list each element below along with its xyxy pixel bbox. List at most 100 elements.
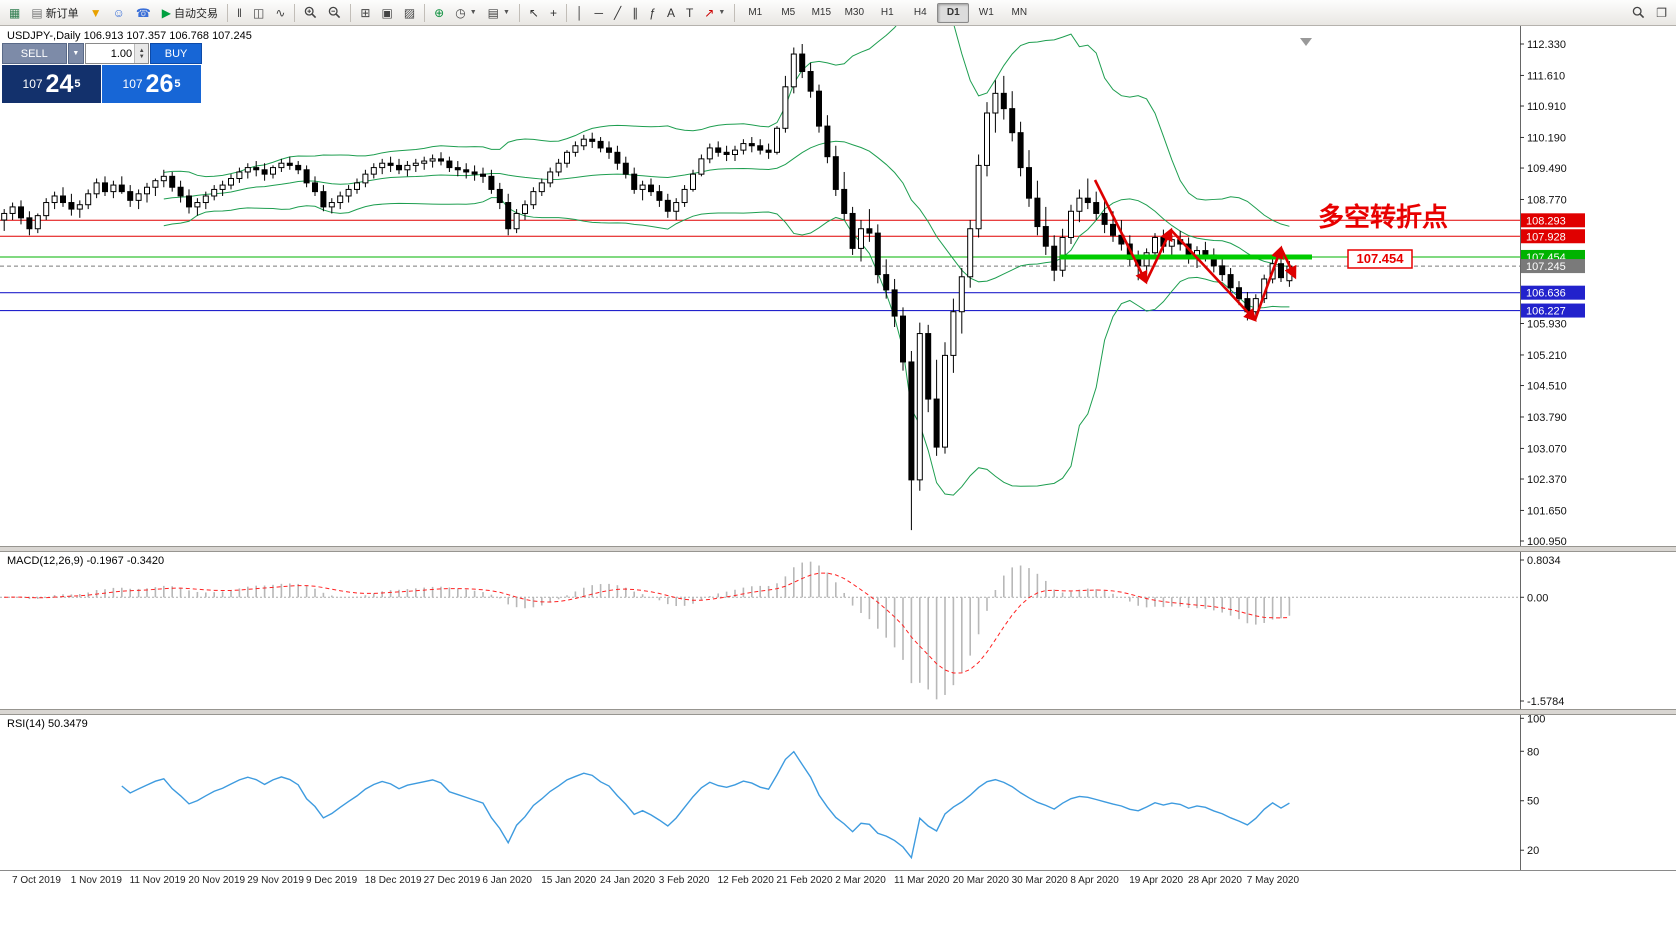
arrange-windows-icon: ▣ (381, 5, 393, 20)
sell-price-pips: 24 (45, 69, 74, 98)
timeframe-button-H1[interactable]: H1 (880, 7, 894, 18)
toolbar-separator (350, 3, 352, 22)
timeframe-button-MN[interactable]: MN (1011, 7, 1028, 18)
bar-chart-icon[interactable]: ‖ (232, 2, 247, 24)
window-layout-icon: ❐ (1656, 5, 1667, 20)
headset-icon[interactable]: ☎ (131, 2, 156, 24)
volume-down-icon[interactable]: ▼ (138, 53, 145, 60)
cursor-icon[interactable]: ↖ (524, 2, 544, 24)
date-label: 8 Apr 2020 (1070, 875, 1119, 886)
timeframe-button-M30[interactable]: M30 (844, 7, 865, 18)
vline-icon[interactable]: │ (571, 2, 589, 24)
indicators-icon[interactable]: ⊕ (429, 2, 449, 24)
price-chart-canvas[interactable]: 多空转折点 107.454 112.330 111.610 110.910 110.190… (0, 26, 1586, 546)
profile-icon[interactable]: ☺ (108, 2, 130, 24)
panel-separator-macd[interactable] (0, 546, 1676, 552)
macd-canvas[interactable]: 0.8034 0.00 -1.5784 (0, 552, 1586, 709)
svg-text:100.950: 100.950 (1527, 536, 1567, 546)
svg-text:109.490: 109.490 (1527, 163, 1567, 175)
arrow-tool-icon[interactable]: ↗ ▼ (699, 2, 730, 24)
rsi-panel: 100 80 50 20 RSI(14) 50.3479 (0, 715, 1676, 870)
label-icon[interactable]: T (681, 2, 698, 24)
timeframe-button-M1[interactable]: M1 (748, 7, 763, 18)
app-chart-icon[interactable]: ▦ (4, 2, 25, 24)
buy-price-tile[interactable]: 107 26 5 (102, 65, 201, 103)
label-icon: T (685, 5, 694, 20)
one-click-trading-panel: SELL ▼ ▲ ▼ BUY (2, 43, 202, 103)
rsi-axis-label: 100 (1527, 715, 1545, 725)
volume-up-icon[interactable]: ▲ (138, 47, 145, 54)
fibonacci-icon: ƒ (649, 5, 656, 20)
timeframe-button-M15[interactable]: M15 (811, 7, 832, 18)
level-label-text: 107.454 (1357, 251, 1405, 266)
zoom-in-icon (305, 6, 317, 19)
timeframe-button-W1[interactable]: W1 (978, 7, 994, 18)
volume-input[interactable] (86, 44, 135, 63)
svg-text:105.930: 105.930 (1527, 319, 1567, 331)
toolbar-separator (518, 3, 520, 22)
bollinger-band-line (163, 26, 1290, 227)
tile-windows-icon: ⊞ (360, 5, 371, 20)
candle-chart-icon[interactable]: ◫ (248, 2, 269, 24)
price-tag (1521, 229, 1585, 244)
macd-axis-label: -1.5784 (1527, 696, 1564, 708)
date-label: 20 Nov 2019 (188, 875, 246, 886)
indicators-icon: ⊕ (434, 5, 445, 20)
periods-icon[interactable]: ◷ ▼ (450, 2, 481, 24)
arrange-windows-icon[interactable]: ▣ (376, 2, 397, 24)
rsi-axis-label: 20 (1527, 845, 1539, 857)
svg-text:112.330: 112.330 (1527, 39, 1566, 51)
zoom-in-icon[interactable] (299, 2, 322, 24)
hline-icon[interactable]: ─ (590, 2, 609, 24)
sell-price-tile[interactable]: 107 24 5 (2, 65, 101, 103)
svg-text:103.790: 103.790 (1527, 412, 1567, 424)
candles (1, 44, 1293, 531)
text-icon: A (666, 5, 675, 20)
date-label: 20 Mar 2020 (952, 875, 1009, 886)
date-label: 6 Jan 2020 (482, 875, 532, 886)
time-axis[interactable]: 7 Oct 2019 1 Nov 2019 11 Nov 2019 20 Nov 20… (0, 870, 1676, 891)
svg-text:110.910: 110.910 (1527, 101, 1566, 113)
date-label: 28 Apr 2020 (1188, 875, 1242, 886)
date-label: 18 Dec 2019 (364, 875, 422, 886)
funnel-icon: ▼ (89, 5, 102, 20)
timeframe-button-H4[interactable]: H4 (913, 7, 927, 18)
tile-windows-icon[interactable]: ⊞ (355, 2, 375, 24)
macd-histogram (11, 561, 1291, 700)
crosshair-icon[interactable]: + (545, 2, 562, 24)
zoom-out-icon[interactable] (323, 2, 346, 24)
hline-icon: ─ (594, 5, 604, 20)
templates-icon[interactable]: ▤ ▼ (483, 2, 515, 24)
funnel-icon[interactable]: ▼ (85, 2, 107, 24)
window-layout-icon[interactable]: ❐ (1651, 2, 1672, 24)
svg-text:104.510: 104.510 (1527, 381, 1567, 393)
text-icon[interactable]: A (662, 2, 680, 24)
rsi-canvas[interactable]: 100 80 50 20 (0, 715, 1586, 870)
volume-spinner[interactable]: ▲ ▼ (134, 44, 149, 63)
sell-dropdown-button[interactable]: ▼ (67, 43, 85, 64)
buy-button[interactable]: BUY (150, 43, 202, 64)
timeframe-button-M5[interactable]: M5 (781, 7, 796, 18)
chart-window: 多空转折点 107.454 112.330 111.610 110.910 110.190… (0, 26, 1676, 891)
plot-area (0, 26, 1520, 531)
bollinger-band-line (163, 140, 1290, 283)
new-chart-icon[interactable]: ▨ (399, 2, 420, 24)
line-chart-icon[interactable]: ∿ (270, 2, 290, 24)
trendline-icon[interactable]: ╱ (609, 2, 626, 24)
timeframe-button-D1[interactable]: D1 (937, 2, 970, 23)
search-icon[interactable] (1627, 2, 1650, 24)
level-label-box (1347, 249, 1413, 269)
macd-signal-line (4, 572, 1290, 674)
new-order-button[interactable]: ▤ 新订单 (26, 2, 83, 24)
bar-chart-icon: ‖ (237, 5, 242, 20)
panel-separator-rsi[interactable] (0, 709, 1676, 715)
channel-icon[interactable]: ∥ (627, 2, 643, 24)
sell-button[interactable]: SELL (2, 43, 67, 64)
fibonacci-icon[interactable]: ƒ (644, 2, 661, 24)
rsi-label: RSI(14) 50.3479 (7, 718, 88, 730)
autotrading-button[interactable]: ▶ 自动交易 (157, 2, 223, 24)
svg-text:106.636: 106.636 (1526, 288, 1566, 300)
buy-price-point: 5 (174, 78, 181, 90)
date-label: 30 Mar 2020 (1011, 875, 1068, 886)
